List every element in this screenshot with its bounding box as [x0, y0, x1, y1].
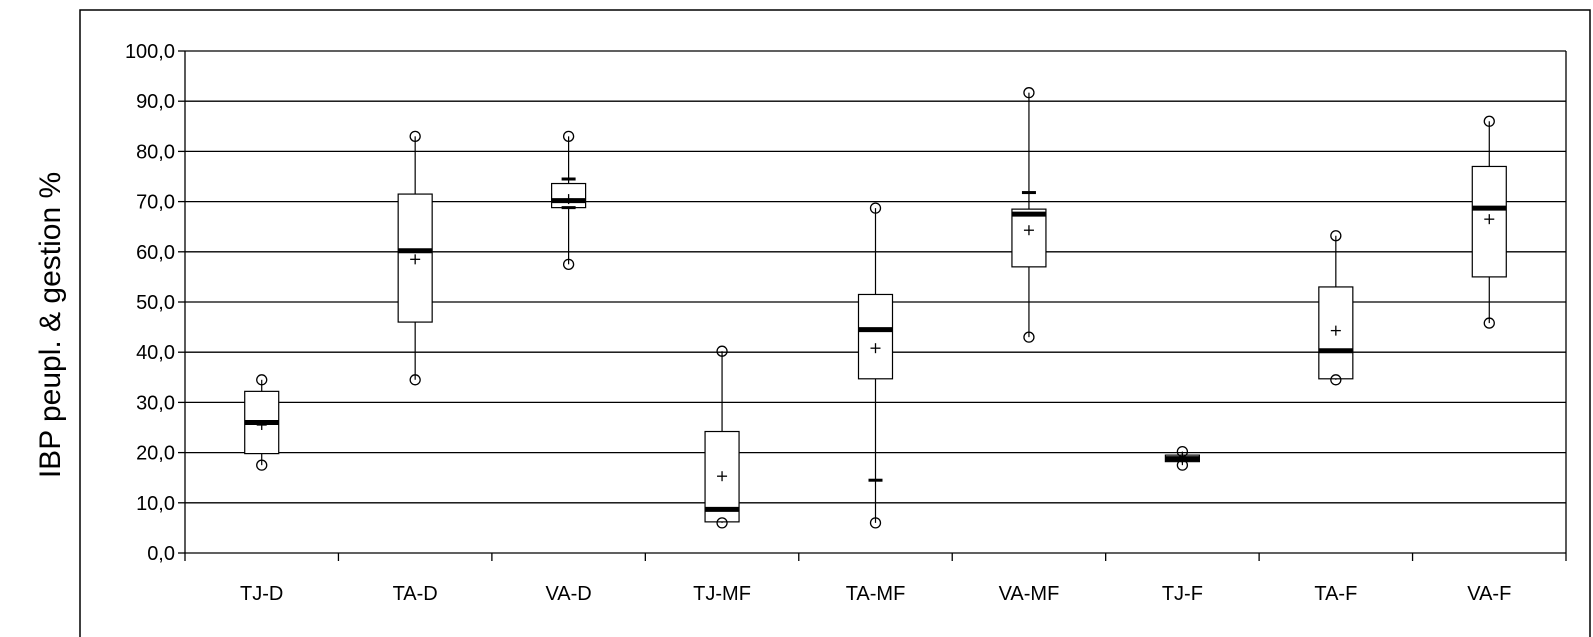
outlier-point	[409, 374, 421, 386]
outlier-point	[256, 374, 268, 386]
outlier-point	[409, 130, 421, 142]
outlier-point	[716, 517, 728, 529]
y-tick-label: 40,0	[136, 342, 175, 364]
x-tick-label: TJ-MF	[693, 583, 751, 605]
y-tick-label: 80,0	[136, 141, 175, 163]
outlier-point	[1483, 115, 1495, 127]
axes	[178, 50, 1567, 561]
chart-border	[79, 9, 1591, 637]
y-tick-label: 30,0	[136, 392, 175, 414]
outlier-point	[562, 258, 575, 271]
x-tick-label: TA-F	[1314, 583, 1357, 605]
outlier-point	[1330, 230, 1342, 242]
box-va-mf	[1011, 87, 1047, 343]
x-tick-label: TJ-D	[240, 583, 283, 605]
outlier-point	[1023, 331, 1035, 343]
box-tj-d	[244, 374, 280, 471]
box-tj-mf	[704, 345, 740, 529]
outlier-point	[1023, 87, 1035, 99]
x-tick-label: TA-MF	[846, 583, 906, 605]
y-tick-label: 50,0	[136, 292, 175, 314]
box-va-d	[551, 130, 587, 271]
y-tick-label: 60,0	[136, 242, 175, 264]
box-va-f	[1471, 115, 1507, 329]
box-ta-mf	[857, 202, 894, 529]
x-tick-labels: TJ-D TA-D VA-D TJ-MF TA-MF VA-MF TJ-F TA-F VA-F	[240, 583, 1511, 605]
outlier-point	[869, 517, 882, 529]
x-tick-label: VA-MF	[999, 583, 1060, 605]
chart-frame	[79, 9, 1591, 637]
outlier-point	[869, 202, 882, 214]
y-tick-labels: 0,0 10,0 20,0 30,0 40,0 50,0 60,0 70,0 80,0 90,0 1…	[125, 41, 175, 565]
box-ta-d	[397, 130, 433, 386]
outlier-point	[1483, 317, 1495, 329]
y-tick-label: 10,0	[136, 493, 175, 515]
y-tick-label: 20,0	[136, 443, 175, 465]
y-tick-label: 100,0	[125, 41, 175, 63]
y-tick-label: 90,0	[136, 91, 175, 113]
outlier-point	[1330, 374, 1342, 386]
box-tj-f	[1164, 445, 1200, 471]
boxes	[244, 87, 1507, 529]
y-axis-label: IBP peupl. & gestion %	[34, 172, 67, 478]
iqr-box	[857, 293, 894, 380]
outlier-point	[256, 459, 268, 471]
box-ta-f	[1318, 230, 1354, 386]
iqr-box	[1011, 208, 1047, 268]
y-tick-label: 70,0	[136, 192, 175, 214]
x-tick-label: TA-D	[393, 583, 438, 605]
x-tick-label: TJ-F	[1162, 583, 1203, 605]
outlier-point	[562, 130, 575, 142]
x-tick-label: VA-D	[545, 583, 591, 605]
outlier-point	[716, 345, 728, 357]
x-tick-label: VA-F	[1467, 583, 1511, 605]
y-tick-label: 0,0	[147, 543, 175, 565]
